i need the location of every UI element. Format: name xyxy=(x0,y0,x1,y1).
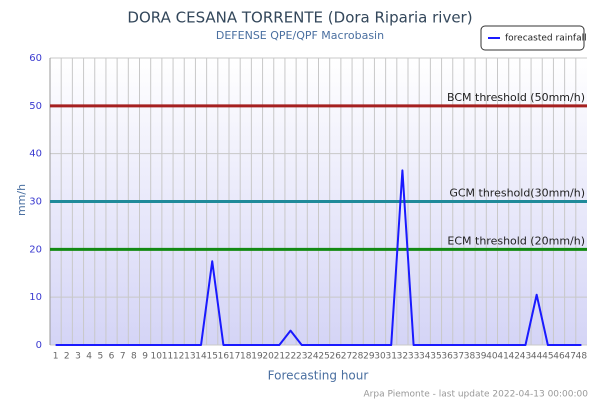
x-tick-label: 38 xyxy=(464,352,476,362)
x-tick-label: 2 xyxy=(64,352,70,362)
chart-title: DORA CESANA TORRENTE (Dora Riparia river… xyxy=(127,9,472,27)
x-tick-label: 8 xyxy=(131,352,137,362)
x-tick-label: 11 xyxy=(162,352,173,362)
y-axis-label: mm/h xyxy=(15,184,28,216)
x-tick-label: 25 xyxy=(318,352,329,362)
x-tick-label: 47 xyxy=(564,352,575,362)
threshold-label: GCM threshold(30mm/h) xyxy=(449,187,585,200)
x-tick-label: 31 xyxy=(385,352,396,362)
x-tick-label: 41 xyxy=(497,352,508,362)
x-tick-label: 5 xyxy=(97,352,103,362)
x-tick-label: 17 xyxy=(229,352,240,362)
threshold-label: BCM threshold (50mm/h) xyxy=(447,91,585,104)
chart-subtitle: DEFENSE QPE/QPF Macrobasin xyxy=(216,29,384,42)
x-tick-label: 15 xyxy=(206,352,217,362)
x-tick-label: 21 xyxy=(274,352,285,362)
x-tick-label: 36 xyxy=(441,352,453,362)
x-tick-label: 46 xyxy=(553,352,565,362)
x-tick-label: 10 xyxy=(151,352,163,362)
x-tick-label: 40 xyxy=(486,352,498,362)
x-tick-label: 19 xyxy=(251,352,263,362)
x-tick-label: 45 xyxy=(542,352,553,362)
footer: Arpa Piemonte - last update 2022-04-13 0… xyxy=(364,390,589,400)
x-tick-label: 37 xyxy=(453,352,464,362)
x-tick-label: 27 xyxy=(341,352,352,362)
x-tick-label: 22 xyxy=(285,352,296,362)
y-tick-label: 60 xyxy=(29,53,42,64)
x-tick-label: 13 xyxy=(184,352,195,362)
x-tick-label: 48 xyxy=(576,352,588,362)
legend-box xyxy=(480,25,585,51)
threshold-label: ECM threshold (20mm/h) xyxy=(447,234,585,247)
x-axis-label: Forecasting hour xyxy=(268,369,369,383)
x-tick-label: 7 xyxy=(120,352,126,362)
x-tick-label: 20 xyxy=(262,352,274,362)
x-tick-label: 4 xyxy=(86,352,92,362)
x-tick-label: 30 xyxy=(374,352,386,362)
y-tick-label: 0 xyxy=(36,340,42,351)
x-tick-label: 28 xyxy=(352,352,364,362)
x-tick-label: 44 xyxy=(531,352,543,362)
x-tick-label: 42 xyxy=(509,352,520,362)
x-tick-label: 16 xyxy=(218,352,230,362)
x-tick-label: 6 xyxy=(109,352,115,362)
y-tick-label: 30 xyxy=(29,197,42,208)
x-tick-label: 33 xyxy=(408,352,419,362)
x-tick-label: 34 xyxy=(419,352,431,362)
x-tick-label: 43 xyxy=(520,352,531,362)
y-tick-label: 40 xyxy=(29,149,42,160)
x-tick-label: 18 xyxy=(240,352,252,362)
legend-label: forecasted rainfall xyxy=(505,34,587,44)
x-tick-label: 32 xyxy=(397,352,408,362)
x-tick-label: 39 xyxy=(475,352,487,362)
x-tick-label: 29 xyxy=(363,352,375,362)
y-tick-label: 10 xyxy=(29,292,42,303)
x-tick-label: 9 xyxy=(142,352,148,362)
series-line xyxy=(55,169,582,346)
x-tick-label: 1 xyxy=(53,352,59,362)
y-tick-label: 20 xyxy=(29,244,42,255)
x-tick-label: 24 xyxy=(307,352,319,362)
x-tick-label: 26 xyxy=(330,352,342,362)
x-tick-label: 14 xyxy=(195,352,207,362)
y-tick-label: 50 xyxy=(29,101,42,112)
x-tick-label: 35 xyxy=(430,352,441,362)
x-tick-label: 23 xyxy=(296,352,307,362)
x-tick-label: 12 xyxy=(173,352,184,362)
x-tick-label: 3 xyxy=(75,352,81,362)
